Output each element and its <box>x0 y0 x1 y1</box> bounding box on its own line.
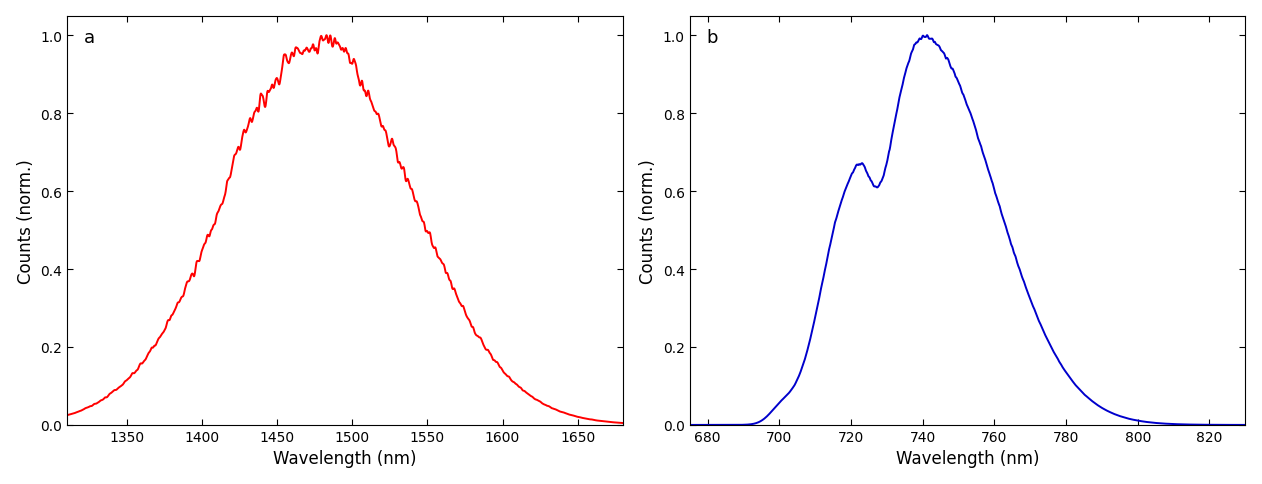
Text: b: b <box>707 29 718 47</box>
X-axis label: Wavelength (nm): Wavelength (nm) <box>273 450 416 468</box>
Y-axis label: Counts (norm.): Counts (norm.) <box>16 159 34 283</box>
Text: a: a <box>83 29 95 47</box>
X-axis label: Wavelength (nm): Wavelength (nm) <box>896 450 1040 468</box>
Y-axis label: Counts (norm.): Counts (norm.) <box>640 159 658 283</box>
